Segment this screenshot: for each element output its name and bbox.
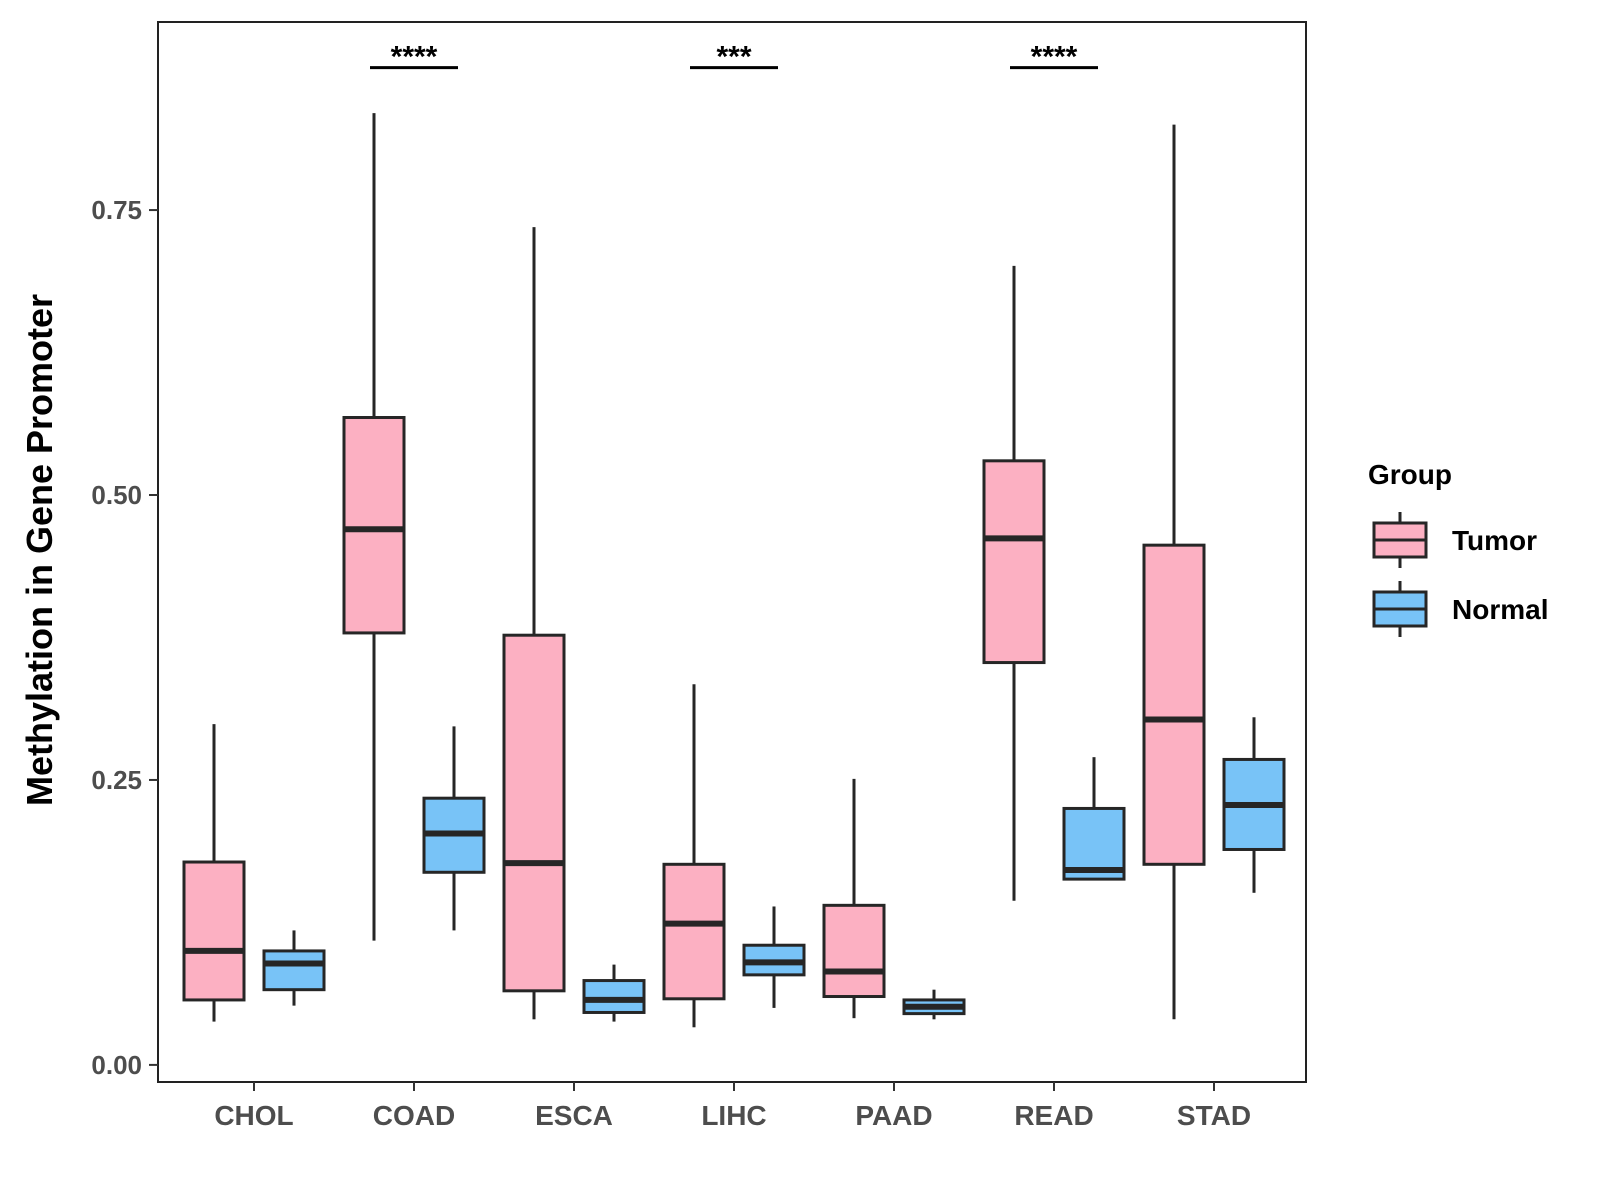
box-normal-paad (902, 989, 966, 1020)
x-tick-label: LIHC (701, 1100, 766, 1131)
legend-key-normal (1372, 581, 1428, 637)
significance-label: *** (716, 41, 751, 74)
box-tumor-lihc (662, 684, 726, 1028)
box-body (342, 416, 406, 635)
box-tumor-esca (502, 227, 566, 1020)
box-tumor-read (982, 265, 1046, 901)
box-normal-esca (582, 964, 646, 1022)
box-body (182, 860, 246, 1002)
box-body (1142, 543, 1206, 866)
box-normal-read (1062, 757, 1126, 881)
box-body (822, 903, 886, 999)
box-body (582, 979, 646, 1014)
y-axis: 0.00 0.25 0.50 0.75 (91, 195, 158, 1080)
legend-key-tumor (1372, 512, 1428, 568)
legend-label-normal: Normal (1452, 594, 1548, 625)
x-tick-label: READ (1014, 1100, 1093, 1131)
box-tumor-paad (822, 778, 886, 1019)
box-body (662, 862, 726, 1001)
plot-panel (157, 21, 1307, 1083)
legend-label-tumor: Tumor (1452, 525, 1537, 556)
y-tick-label: 0.50 (91, 480, 142, 510)
box-body (262, 949, 326, 992)
box-body (982, 459, 1046, 665)
y-tick-label: 0.75 (91, 195, 142, 225)
significance-label: **** (1031, 41, 1078, 74)
x-tick-label: CHOL (214, 1100, 293, 1131)
box-series (182, 113, 1286, 1028)
x-tick-label: PAAD (855, 1100, 932, 1131)
x-tick-label: STAD (1177, 1100, 1251, 1131)
box-normal-stad (1222, 717, 1286, 893)
significance-label: **** (391, 41, 438, 74)
box-tumor-stad (1142, 124, 1206, 1020)
box-normal-coad (422, 726, 486, 931)
y-tick-label: 0.00 (91, 1050, 142, 1080)
x-tick-label: COAD (373, 1100, 455, 1131)
x-tick-label: ESCA (535, 1100, 613, 1131)
x-axis: CHOL COAD ESCA LIHC PAAD READ STAD (214, 1082, 1251, 1131)
box-normal-lihc (742, 906, 806, 1008)
significance-annotations: **** *** **** (370, 41, 1098, 74)
legend: Group Tumor Normal (1368, 459, 1548, 637)
y-axis-title: Methylation in Gene Promoter (19, 294, 60, 806)
box-tumor-chol (182, 724, 246, 1022)
legend-title: Group (1368, 459, 1452, 490)
y-tick-label: 0.25 (91, 765, 142, 795)
box-normal-chol (262, 930, 326, 1006)
box-tumor-coad (342, 113, 406, 941)
box-body (502, 633, 566, 993)
